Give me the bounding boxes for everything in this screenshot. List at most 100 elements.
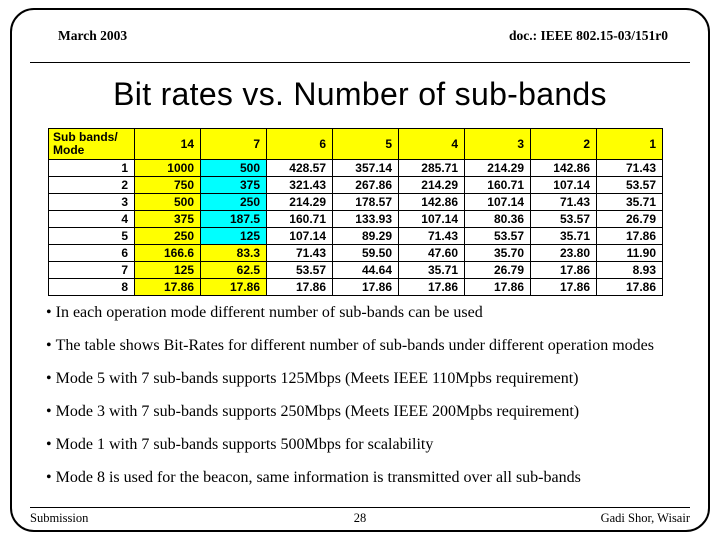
value-cell: 750 xyxy=(134,176,201,194)
value-cell: 17.86 xyxy=(530,278,597,296)
value-cell: 71.43 xyxy=(398,227,465,245)
value-cell: 17.86 xyxy=(200,278,267,296)
mode-cell: 5 xyxy=(48,227,135,245)
table-row: 1 1000 500 428.57 357.14 285.71 214.29 142.86 71… xyxy=(48,159,663,177)
value-cell: 62.5 xyxy=(200,261,267,279)
value-cell: 178.57 xyxy=(332,193,399,211)
value-cell: 59.50 xyxy=(332,244,399,262)
value-cell: 214.29 xyxy=(398,176,465,194)
value-cell: 17.86 xyxy=(332,278,399,296)
bullet-item: In each operation mode different number … xyxy=(46,302,702,323)
mode-cell: 2 xyxy=(48,176,135,194)
bullet-item: The table shows Bit-Rates for different … xyxy=(46,335,702,356)
value-cell: 44.64 xyxy=(332,261,399,279)
value-cell: 71.43 xyxy=(596,159,663,177)
value-cell: 267.86 xyxy=(332,176,399,194)
value-cell: 375 xyxy=(200,176,267,194)
mode-cell: 4 xyxy=(48,210,135,228)
value-cell: 160.71 xyxy=(266,210,333,228)
value-cell: 1000 xyxy=(134,159,201,177)
table-row: 5 250 125 107.14 89.29 71.43 53.57 35.71 17.86 xyxy=(48,227,663,245)
bitrate-table: Sub bands/Mode 14 7 6 5 4 3 2 1 1 1000 500 428.57 35… xyxy=(48,128,663,296)
table-row: 2 750 375 321.43 267.86 214.29 160.71 107.14 53.… xyxy=(48,176,663,194)
table-row: 6 166.6 83.3 71.43 59.50 47.60 35.70 23.80 11.90 xyxy=(48,244,663,262)
bullet-item: Mode 3 with 7 sub-bands supports 250Mbps… xyxy=(46,401,702,422)
value-cell: 35.71 xyxy=(398,261,465,279)
header-doc-number: doc.: IEEE 802.15-03/151r0 xyxy=(508,28,668,43)
value-cell: 125 xyxy=(134,261,201,279)
bullet-item: Mode 8 is used for the beacon, same info… xyxy=(46,467,702,488)
column-header: 3 xyxy=(464,128,531,160)
value-cell: 142.86 xyxy=(398,193,465,211)
value-cell: 250 xyxy=(134,227,201,245)
column-header: 4 xyxy=(398,128,465,160)
table-row: 7 125 62.5 53.57 44.64 35.71 26.79 17.86 8.93 xyxy=(48,261,663,279)
mode-cell: 3 xyxy=(48,193,135,211)
value-cell: 125 xyxy=(200,227,267,245)
value-cell: 8.93 xyxy=(596,261,663,279)
mode-cell: 6 xyxy=(48,244,135,262)
table-row: 8 17.86 17.86 17.86 17.86 17.86 17.86 17.86 17.8… xyxy=(48,278,663,296)
value-cell: 160.71 xyxy=(464,176,531,194)
value-cell: 83.3 xyxy=(200,244,267,262)
value-cell: 35.71 xyxy=(596,193,663,211)
value-cell: 17.86 xyxy=(266,278,333,296)
value-cell: 500 xyxy=(134,193,201,211)
footer-author: Gadi Shor, Wisair xyxy=(600,511,690,525)
value-cell: 17.86 xyxy=(530,261,597,279)
footer-page-number: 28 xyxy=(353,511,367,525)
value-cell: 17.86 xyxy=(596,227,663,245)
column-header: 7 xyxy=(200,128,267,160)
mode-cell: 7 xyxy=(48,261,135,279)
value-cell: 500 xyxy=(200,159,267,177)
table-head: Sub bands/Mode 14 7 6 5 4 3 2 1 xyxy=(48,128,663,160)
value-cell: 107.14 xyxy=(464,193,531,211)
bullet-item: Mode 5 with 7 sub-bands supports 125Mbps… xyxy=(46,368,702,389)
corner-cell: Sub bands/Mode xyxy=(48,128,135,160)
bullet-list: In each operation mode different number … xyxy=(46,302,702,500)
value-cell: 35.70 xyxy=(464,244,531,262)
table-body: 1 1000 500 428.57 357.14 285.71 214.29 142.86 71… xyxy=(48,159,663,296)
value-cell: 53.57 xyxy=(464,227,531,245)
value-cell: 17.86 xyxy=(596,278,663,296)
slide-footer: Submission 28 Gadi Shor, Wisair xyxy=(30,507,690,526)
value-cell: 11.90 xyxy=(596,244,663,262)
value-cell: 321.43 xyxy=(266,176,333,194)
value-cell: 80.36 xyxy=(464,210,531,228)
value-cell: 53.57 xyxy=(596,176,663,194)
value-cell: 133.93 xyxy=(332,210,399,228)
column-header: 2 xyxy=(530,128,597,160)
value-cell: 17.86 xyxy=(398,278,465,296)
value-cell: 17.86 xyxy=(134,278,201,296)
value-cell: 107.14 xyxy=(530,176,597,194)
mode-cell: 1 xyxy=(48,159,135,177)
value-cell: 250 xyxy=(200,193,267,211)
value-cell: 214.29 xyxy=(464,159,531,177)
value-cell: 357.14 xyxy=(332,159,399,177)
column-header: 14 xyxy=(134,128,201,160)
header-divider xyxy=(30,62,690,63)
value-cell: 35.71 xyxy=(530,227,597,245)
slide-header: March 2003 doc.: IEEE 802.15-03/151r0 xyxy=(58,28,668,44)
value-cell: 142.86 xyxy=(530,159,597,177)
column-header: 6 xyxy=(266,128,333,160)
mode-cell: 8 xyxy=(48,278,135,296)
value-cell: 428.57 xyxy=(266,159,333,177)
footer-submission: Submission xyxy=(30,511,89,525)
value-cell: 375 xyxy=(134,210,201,228)
bullet-item: Mode 1 with 7 sub-bands supports 500Mbps… xyxy=(46,434,702,455)
header-date: March 2003 xyxy=(58,28,128,43)
value-cell: 71.43 xyxy=(530,193,597,211)
slide-title: Bit rates vs. Number of sub-bands xyxy=(113,76,607,112)
value-cell: 285.71 xyxy=(398,159,465,177)
value-cell: 23.80 xyxy=(530,244,597,262)
value-cell: 71.43 xyxy=(266,244,333,262)
value-cell: 187.5 xyxy=(200,210,267,228)
column-header: 1 xyxy=(596,128,663,160)
value-cell: 89.29 xyxy=(332,227,399,245)
value-cell: 214.29 xyxy=(266,193,333,211)
slide: March 2003 doc.: IEEE 802.15-03/151r0 Bi… xyxy=(10,8,710,532)
value-cell: 107.14 xyxy=(266,227,333,245)
value-cell: 26.79 xyxy=(596,210,663,228)
value-cell: 53.57 xyxy=(266,261,333,279)
